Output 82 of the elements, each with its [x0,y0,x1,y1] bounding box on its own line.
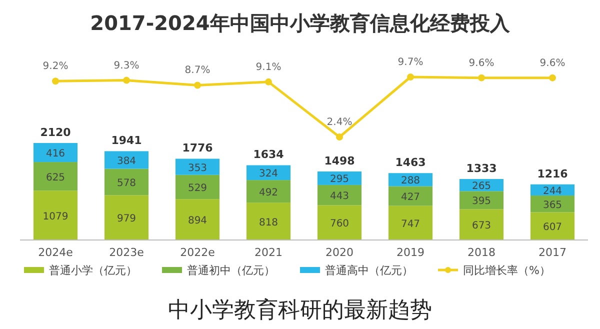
bar [33,143,78,162]
data-label: 2.4% [326,117,352,128]
data-label: 244 [542,186,562,197]
data-label: 9.7% [398,57,424,68]
data-label: 427 [400,192,420,204]
data-label: 295 [330,174,350,186]
data-label: 760 [330,218,350,230]
bar [33,190,78,240]
bar [175,174,220,200]
legend-label: 同比增长率（%） [463,264,550,277]
data-label: 1079 [42,211,68,222]
bar [175,158,220,175]
data-label: 529 [188,182,208,194]
data-label: 607 [542,222,562,234]
x-tick-label: 2020 [326,246,354,259]
total-label: 1941 [111,134,142,148]
bar [459,209,504,240]
total-label: 1333 [466,162,497,176]
x-tick-label: 2018 [468,246,496,259]
bar [246,165,291,180]
x-tick-label: 2021 [254,246,282,259]
bar [104,168,149,196]
data-label: 979 [116,214,136,225]
data-label: 288 [400,176,420,187]
data-label: 443 [330,191,350,202]
data-label: 492 [258,187,278,198]
data-label: 8.7% [184,65,210,76]
data-label: 625 [46,172,66,184]
data-label: 747 [400,218,420,230]
bar [317,205,362,240]
point [478,74,485,82]
data-label: 673 [472,220,492,232]
bar [317,184,362,206]
data-label: 365 [542,200,562,211]
total-label: 1463 [395,156,426,170]
point [336,134,343,140]
bar [104,195,149,240]
data-label: 395 [472,196,492,208]
x-tick-label: 2022e [180,246,216,259]
data-label: 416 [46,148,66,160]
bar [388,206,433,240]
bar [530,212,575,240]
total-label: 1776 [182,142,214,155]
bar [246,202,291,240]
data-label: 894 [188,216,208,227]
bar [175,199,220,240]
text: 中小学教育科研的最新趋势 [168,297,432,323]
total-label: 2120 [40,126,72,139]
point [265,78,272,86]
x-tick-label: 2017 [538,246,566,259]
data-label: 9.3% [114,60,140,72]
bar [388,186,433,206]
data-label: 578 [116,178,136,189]
bar [33,162,78,191]
data-label: 353 [188,162,208,174]
point [549,74,556,82]
point [52,78,59,85]
legend-label: 普通高中（亿元） [325,264,413,277]
data-label: 9.6% [468,58,494,69]
data-label: 324 [258,168,278,180]
data-label: 9.1% [256,62,282,73]
point [194,82,201,89]
data-label: 818 [258,217,278,228]
data-label: 9.2% [42,61,68,72]
data-label: 265 [472,181,492,192]
x-tick-label: 2023e [109,246,144,259]
legend-label: 普通小学（亿元） [49,264,137,277]
point [123,76,130,84]
bar [104,151,149,169]
total-label: 1498 [324,154,355,168]
bar [459,191,504,210]
data-label: 9.6% [540,58,566,69]
data-label: 384 [116,156,136,167]
bar [246,180,291,203]
total-label: 1634 [253,148,284,162]
x-tick-label: 2019 [396,246,424,259]
point [407,74,414,80]
legend-label: 普通初中（亿元） [187,264,275,277]
legend: 同比增长率（%） [438,264,550,277]
x-tick-label: 2024e [38,246,74,259]
total-label: 1216 [537,167,568,180]
chart-title: 2017-2024年中国中小学教育信息化经费投入 [90,11,511,35]
